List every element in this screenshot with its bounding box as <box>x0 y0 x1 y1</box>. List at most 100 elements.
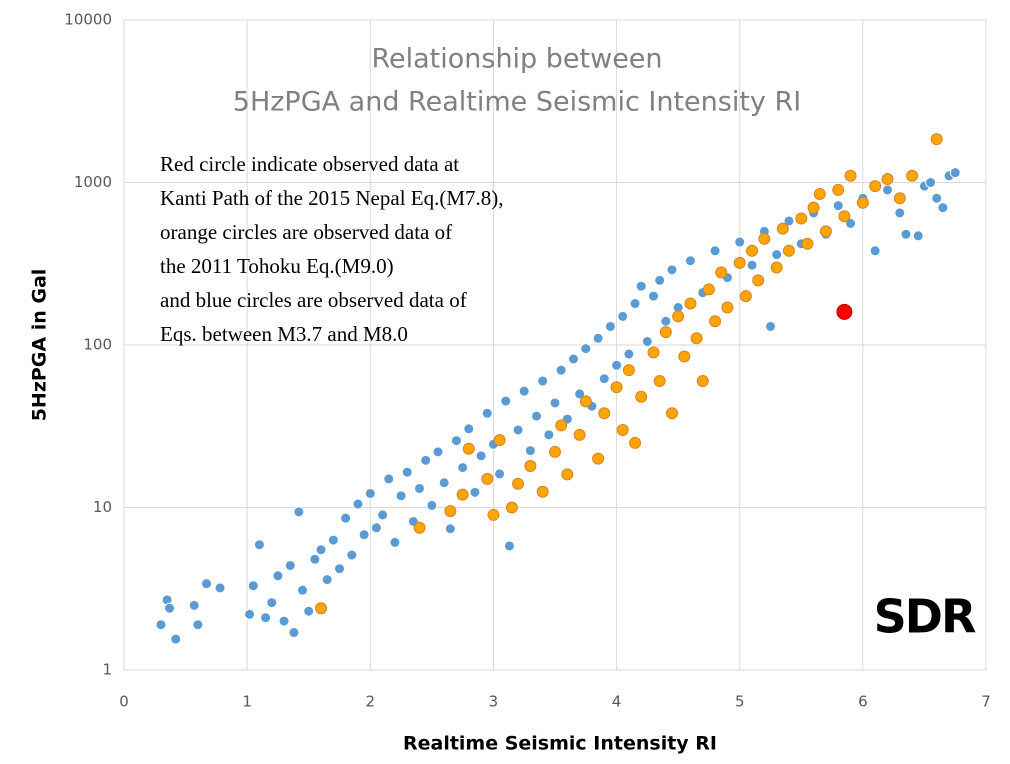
point <box>364 487 376 499</box>
point <box>684 255 696 267</box>
point <box>414 482 426 494</box>
chart-title: 5HzPGA and Realtime Seismic Intensity RI <box>233 87 801 118</box>
point <box>598 407 611 420</box>
point <box>678 350 691 363</box>
point <box>733 256 746 269</box>
point <box>303 605 315 617</box>
marks <box>155 133 961 645</box>
point <box>334 563 345 575</box>
x-tick-label: 0 <box>119 693 129 711</box>
x-tick-label: 1 <box>242 693 252 711</box>
point <box>567 353 579 365</box>
annotation: orange circles are observed data of <box>160 220 452 244</box>
point <box>881 173 894 186</box>
point <box>537 375 549 387</box>
point <box>836 303 853 320</box>
point <box>370 522 382 534</box>
point <box>561 468 574 481</box>
point <box>505 501 518 514</box>
annotation: the 2011 Tohoku Eq.(M9.0) <box>160 254 394 278</box>
point <box>702 283 715 296</box>
point <box>783 215 795 227</box>
point <box>580 343 592 355</box>
point <box>795 212 808 225</box>
point <box>444 505 457 518</box>
point <box>377 509 389 521</box>
point <box>709 245 721 257</box>
point <box>192 619 204 631</box>
point <box>925 177 937 188</box>
point <box>666 264 678 276</box>
point <box>832 183 845 196</box>
point <box>869 180 882 193</box>
point <box>512 424 524 436</box>
point <box>709 315 722 328</box>
point <box>524 445 536 457</box>
x-tick-label: 4 <box>612 693 622 711</box>
point <box>297 584 309 596</box>
x-tick-label: 7 <box>981 693 991 711</box>
point <box>937 202 949 214</box>
point <box>164 602 176 614</box>
point <box>782 244 795 257</box>
point <box>315 602 328 615</box>
point <box>665 407 678 420</box>
y-tick-label: 1 <box>102 661 112 679</box>
point <box>690 332 703 345</box>
y-tick-label: 10000 <box>64 11 112 29</box>
point <box>807 201 820 214</box>
point <box>487 508 500 521</box>
point <box>426 499 438 511</box>
point <box>832 200 844 212</box>
point <box>617 310 629 322</box>
point <box>869 245 881 257</box>
x-tick-label: 6 <box>858 693 868 711</box>
point <box>611 359 623 371</box>
point <box>592 332 604 344</box>
point <box>244 608 256 620</box>
point <box>500 395 512 407</box>
point <box>188 599 200 611</box>
point <box>555 364 567 376</box>
point <box>912 230 924 242</box>
point <box>413 521 426 534</box>
point <box>672 310 685 323</box>
point <box>327 534 339 546</box>
point <box>739 290 752 303</box>
logo: SDR <box>874 590 976 644</box>
point <box>856 196 869 209</box>
point <box>214 582 226 594</box>
annotation: and blue circles are observed data of <box>160 288 467 312</box>
x-tick-label: 5 <box>735 693 745 711</box>
point <box>450 435 462 447</box>
point <box>746 244 759 257</box>
point <box>401 466 413 478</box>
annotation: Red circle indicate observed data at <box>160 152 459 176</box>
y-tick-label: 1000 <box>74 173 112 191</box>
point <box>321 574 333 586</box>
point <box>315 544 327 556</box>
point <box>481 472 494 485</box>
point <box>819 225 832 238</box>
point <box>893 192 906 205</box>
point <box>746 259 758 271</box>
point <box>771 249 783 261</box>
point <box>432 446 444 458</box>
point <box>493 434 506 447</box>
point <box>247 580 259 592</box>
point <box>272 570 284 582</box>
point <box>684 297 697 310</box>
point <box>752 274 765 287</box>
point <box>734 236 746 248</box>
point <box>598 373 610 385</box>
annotation: Eqs. between M3.7 and M8.0 <box>160 322 408 346</box>
y-axis-label: 5HzPGA in Gal <box>29 269 51 422</box>
x-tick-label: 2 <box>366 693 376 711</box>
point <box>758 232 771 245</box>
point <box>654 274 666 286</box>
point <box>420 454 432 466</box>
point <box>260 612 272 624</box>
point <box>469 486 481 498</box>
point <box>524 460 537 473</box>
point <box>770 261 783 274</box>
